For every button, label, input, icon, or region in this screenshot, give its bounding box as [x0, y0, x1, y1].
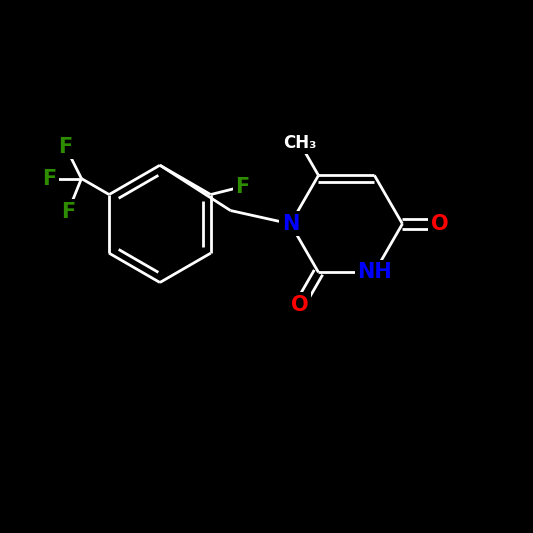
Text: F: F	[58, 136, 72, 157]
Text: CH₃: CH₃	[283, 134, 317, 152]
Text: O: O	[431, 214, 449, 234]
Text: F: F	[61, 201, 75, 222]
Text: F: F	[42, 168, 56, 189]
Text: O: O	[291, 295, 309, 314]
Text: N: N	[282, 214, 299, 234]
Text: F: F	[236, 176, 250, 197]
Text: NH: NH	[357, 262, 392, 282]
